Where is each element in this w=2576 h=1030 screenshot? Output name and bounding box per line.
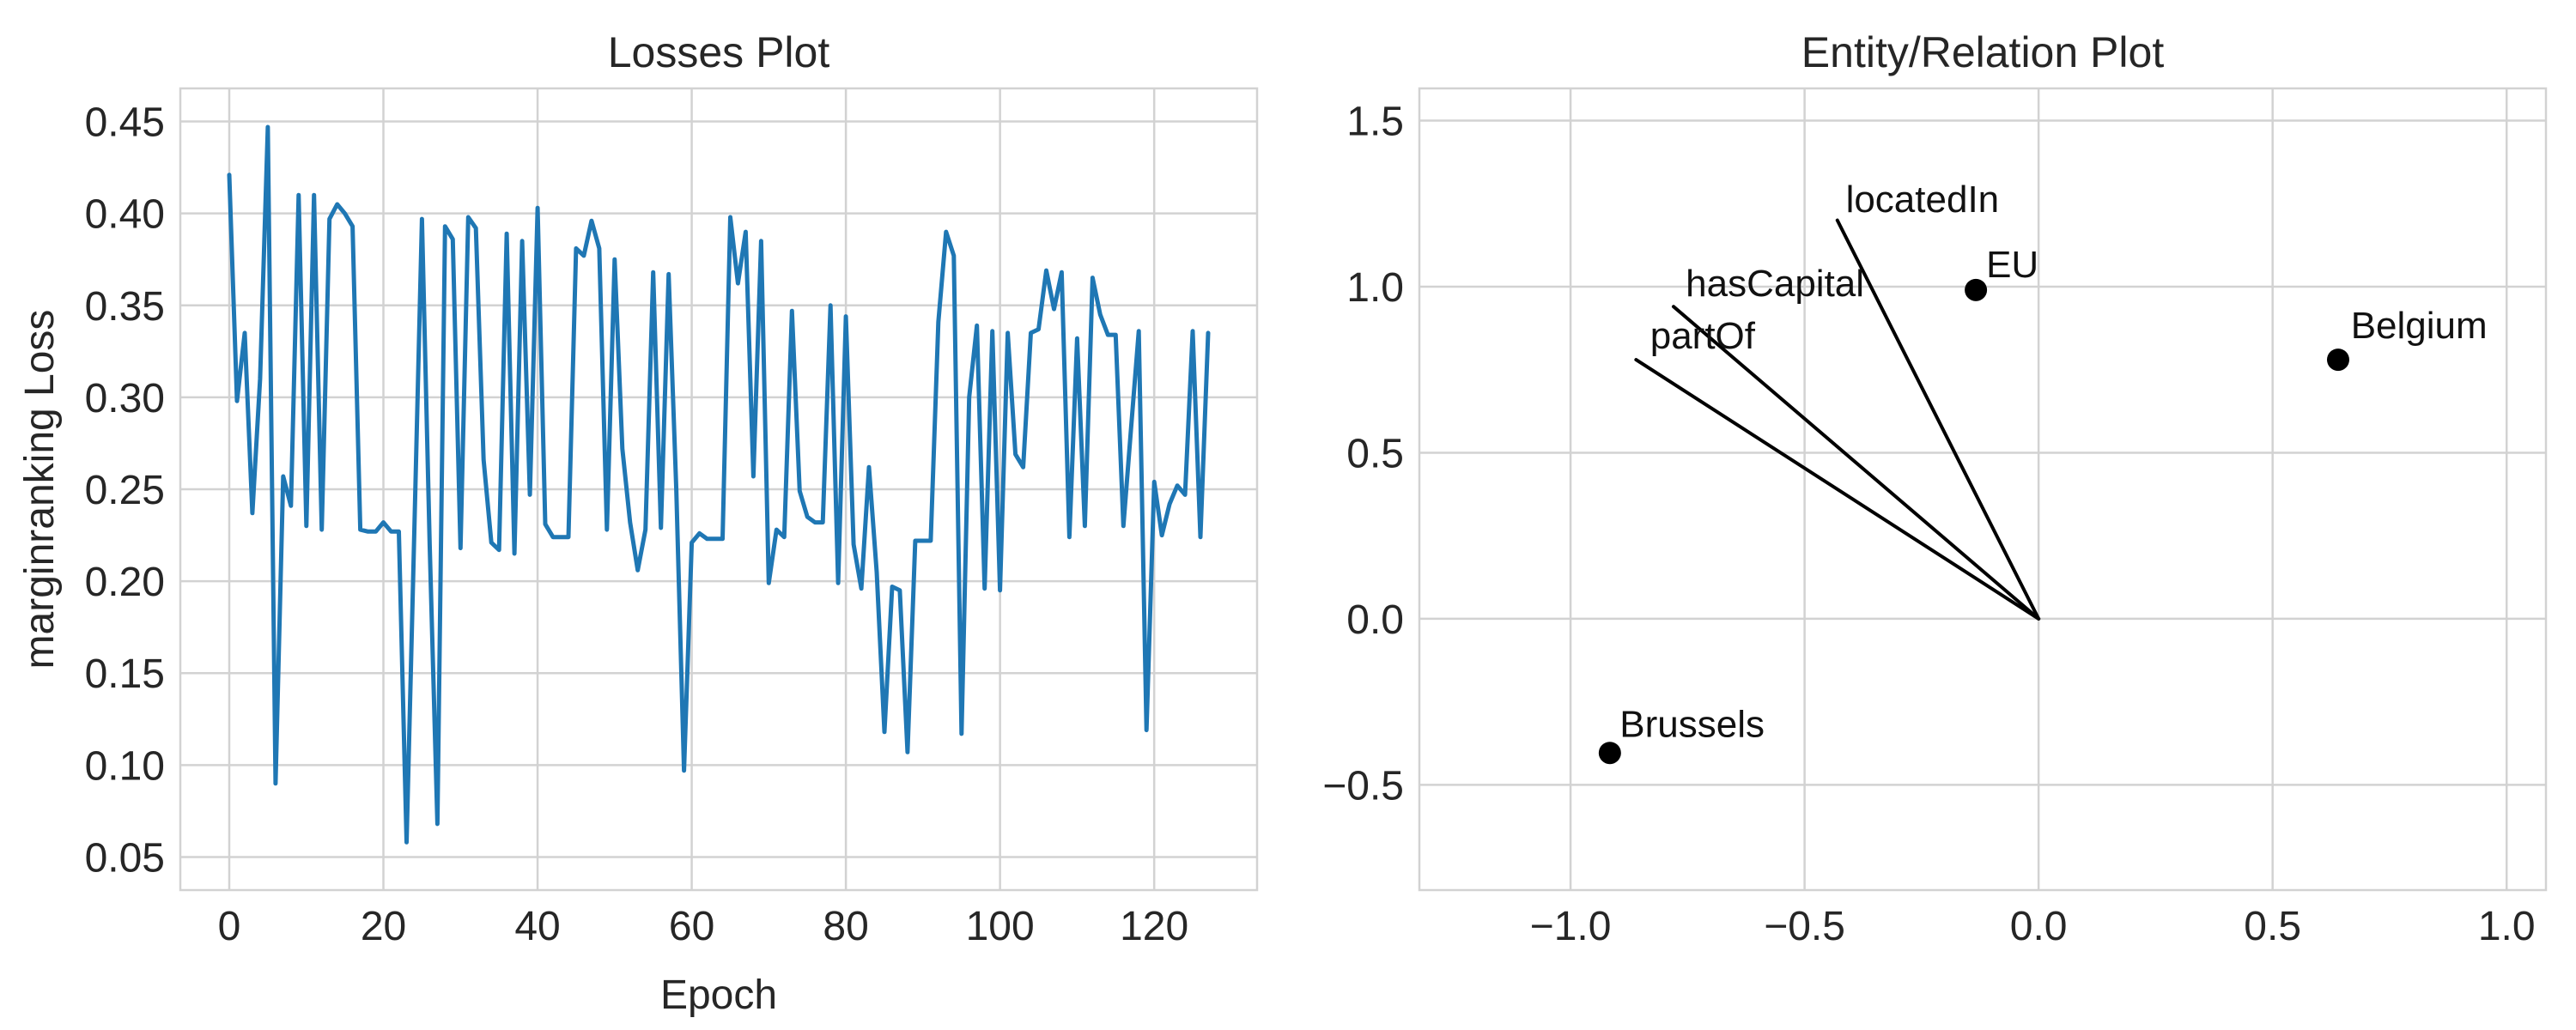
y-tick-label: 0.10 bbox=[85, 743, 165, 789]
x-tick-label: 40 bbox=[514, 904, 560, 949]
entity_relation-spines bbox=[1418, 87, 2548, 892]
y-tick-label: 1.5 bbox=[1346, 100, 1404, 145]
losses-title: Losses Plot bbox=[608, 28, 830, 76]
x-tick-label: 1.0 bbox=[2478, 904, 2536, 949]
y-tick-label: 0.45 bbox=[85, 100, 165, 146]
relation-vector bbox=[1671, 305, 2041, 621]
x-tick-label: 0.0 bbox=[2010, 904, 2068, 949]
entity-point bbox=[1598, 742, 1621, 765]
y-tick-label: 0.05 bbox=[85, 835, 165, 881]
y-tick-label: 0.5 bbox=[1346, 431, 1404, 476]
entity_relation-grid bbox=[1419, 88, 2546, 890]
x-tick-label: 120 bbox=[1120, 904, 1188, 949]
relation-vector bbox=[1835, 218, 2041, 621]
x-tick-label: 0 bbox=[218, 904, 241, 949]
relation-label: partOf bbox=[1650, 315, 1756, 357]
x-axis-label: Epoch bbox=[660, 972, 777, 1018]
x-tick-label: 80 bbox=[823, 904, 868, 949]
x-tick-label: −1.0 bbox=[1530, 904, 1612, 949]
x-tick-label: −0.5 bbox=[1764, 904, 1845, 949]
y-tick-label: 0.25 bbox=[85, 468, 165, 513]
y-tick-label: −0.5 bbox=[1322, 763, 1404, 809]
relation-label: locatedIn bbox=[1846, 179, 2000, 221]
y-tick-label: 0.35 bbox=[85, 284, 165, 330]
entity-label: Brussels bbox=[1619, 704, 1765, 746]
losses-spines bbox=[179, 87, 1259, 892]
entity_relation-title: Entity/Relation Plot bbox=[1801, 28, 2165, 76]
y-tick-label: 0.0 bbox=[1346, 597, 1404, 643]
entity-point bbox=[1965, 278, 1988, 301]
entity-label: Belgium bbox=[2351, 305, 2488, 347]
x-tick-label: 0.5 bbox=[2244, 904, 2301, 949]
y-tick-label: 0.20 bbox=[85, 560, 165, 605]
entity_relation-subplot: −1.0 −0.5 0.0 0.5 1.0 −0.5 0.0 0.5 1.0 1.5 Entity/… bbox=[1322, 28, 2548, 949]
x-tick-label: 100 bbox=[966, 904, 1035, 949]
losses-subplot: 0 20 40 60 80 100 120 0.05 0.10 0.15 0.20 0.25 0.30 0… bbox=[17, 28, 1259, 1018]
x-tick-label: 60 bbox=[669, 904, 714, 949]
x-tick-label: 20 bbox=[361, 904, 406, 949]
loss-curve bbox=[227, 124, 1211, 845]
entity-point bbox=[2326, 348, 2349, 372]
y-axis-label: marginranking Loss bbox=[17, 310, 63, 670]
y-tick-label: 0.40 bbox=[85, 192, 165, 238]
y-tick-label: 0.15 bbox=[85, 651, 165, 697]
entity-label: EU bbox=[1986, 244, 2038, 286]
relation-label: hasCapital bbox=[1686, 263, 1864, 305]
relation-vector bbox=[1634, 358, 2041, 621]
y-tick-label: 0.30 bbox=[85, 376, 165, 421]
y-tick-label: 1.0 bbox=[1346, 265, 1404, 311]
